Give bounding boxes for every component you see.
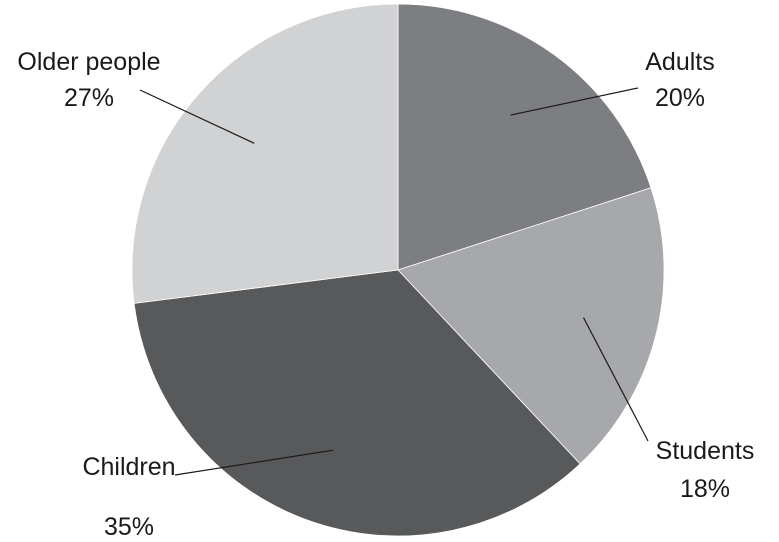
leader-line-students bbox=[582, 317, 649, 442]
label-older-people: Older people 27% bbox=[17, 48, 160, 112]
slice-label-students: Students bbox=[656, 437, 755, 465]
slice-value-older-people: 27% bbox=[64, 84, 114, 112]
leader-line-children bbox=[174, 449, 334, 476]
label-adults: Adults 20% bbox=[645, 48, 714, 112]
pie-slices bbox=[131, 3, 665, 537]
slice-label-adults: Adults bbox=[645, 48, 714, 76]
slice-students bbox=[397, 187, 665, 465]
slice-older-people bbox=[131, 3, 399, 304]
leader-line-older-people bbox=[139, 89, 255, 144]
slice-label-older-people: Older people bbox=[17, 48, 160, 76]
leader-line-adults bbox=[510, 87, 639, 116]
slice-label-children: Children bbox=[82, 453, 175, 481]
slice-value-children: 35% bbox=[104, 513, 154, 541]
slice-children bbox=[133, 269, 581, 537]
label-children: Children 35% bbox=[82, 453, 175, 541]
leader-lines bbox=[139, 87, 649, 476]
slice-adults bbox=[397, 3, 652, 271]
label-students: Students 18% bbox=[656, 437, 755, 503]
slice-value-adults: 20% bbox=[655, 84, 705, 112]
slice-value-students: 18% bbox=[680, 475, 730, 503]
